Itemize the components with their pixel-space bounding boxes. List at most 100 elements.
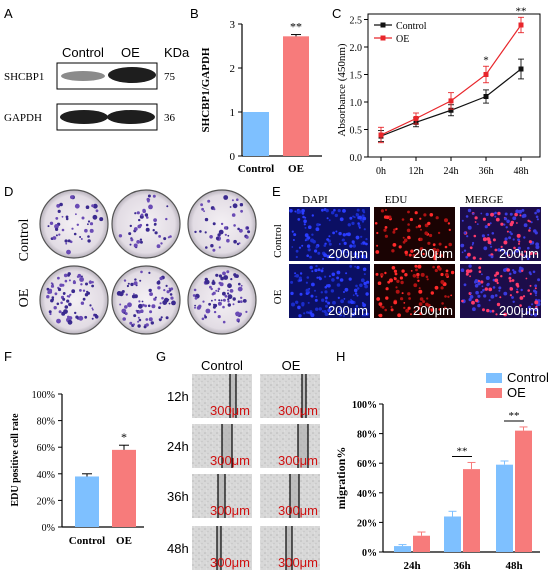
b-bar-oe [283,36,309,156]
scale-bar-label: 200μm [328,303,368,318]
cell-nucleus [404,250,409,255]
colony-dot [139,279,142,282]
colony-dot [201,317,205,321]
cell-nucleus [494,215,497,218]
cell-nucleus [384,308,388,312]
cell-nucleus [534,231,538,235]
colony-dot [145,223,149,227]
cell-nucleus [499,296,502,299]
colony-dot [212,222,216,226]
cell-nucleus [381,305,385,309]
blot-header-control: Control [62,45,104,60]
cell-nucleus [465,269,470,274]
colony-dot [89,222,94,226]
colony-dot [66,299,70,303]
cell-nucleus [410,270,413,272]
colony-dot [160,316,163,319]
colony-dot [59,283,63,287]
cell-nucleus [318,307,322,311]
wound-image [192,374,252,418]
colony-dot [140,309,144,314]
colony-dot [208,302,212,306]
cell-nucleus [410,249,414,253]
cell-nucleus [468,298,472,302]
colony-dot [139,240,143,244]
cell-nucleus [514,212,518,217]
cell-nucleus [332,300,336,305]
colony-dot [58,310,62,314]
cell-nucleus [480,280,484,284]
cell-nucleus [484,225,488,229]
cell-nucleus [500,245,503,248]
h-bar-control [394,546,411,552]
colony-dot [121,308,127,314]
cell-nucleus [510,220,514,225]
cell-nucleus [380,305,382,308]
panel-g-wound-healing: Control OE 12h 24h 36h 48h 300μm 300μm 300… [167,358,320,570]
cell-nucleus [290,280,294,284]
colony-dot [218,229,224,235]
h-legend-label-oe: OE [507,385,526,400]
colony-dot [137,320,140,323]
colony-dot [91,307,94,310]
cell-nucleus [361,302,364,304]
cell-nucleus [338,231,342,236]
cell-nucleus [465,272,469,276]
cell-nucleus [326,217,329,220]
colony-dot [93,313,97,316]
colony-dot [157,286,161,290]
cell-nucleus [309,255,312,259]
colony-dot [138,303,143,309]
colony-dot [218,299,221,302]
cell-nucleus [378,302,383,306]
colony-dot [82,297,86,301]
cell-nucleus [321,267,324,270]
colony-dot [70,195,74,200]
colony-dot [79,289,82,292]
cell-nucleus [297,210,302,214]
colony-dot [133,227,138,231]
colony-dot [237,320,240,323]
cell-nucleus [408,253,412,257]
cell-nucleus [465,255,469,259]
colony-dot [153,218,158,223]
cell-nucleus [486,283,490,287]
cell-nucleus [523,223,528,228]
cell-nucleus [352,244,356,248]
cell-nucleus [351,221,355,225]
cell-nucleus [406,228,411,233]
colony-dot [218,246,221,249]
cell-nucleus [295,274,300,278]
wound-row-label-48h: 48h [167,541,189,556]
cell-nucleus [340,249,345,254]
colony-dot [212,291,216,295]
colony-dot [215,236,220,240]
cell-nucleus [419,312,423,315]
cell-nucleus [450,294,453,297]
colony-dot [67,319,73,325]
cell-nucleus [316,223,320,227]
cell-nucleus [484,287,488,291]
colony-dot [200,203,204,207]
c-legend-marker-control [380,22,386,28]
colony-dot [48,310,52,314]
colony-dot [80,238,83,240]
cell-nucleus [354,265,356,268]
colony-dot [154,231,158,235]
blot-band-shcbp1-oe [108,67,156,83]
cell-nucleus [440,286,444,290]
cell-nucleus [422,252,425,256]
colony-dot [156,244,161,249]
cell-nucleus [417,306,421,310]
colony-dot [204,217,209,222]
cell-nucleus [429,233,433,238]
cell-nucleus [481,273,483,276]
cell-nucleus [314,289,316,292]
cell-nucleus [441,302,444,305]
scale-bar-label: 200μm [328,246,368,261]
cell-nucleus [361,314,365,317]
cell-nucleus [297,218,301,221]
cell-nucleus [422,300,426,304]
cell-nucleus [362,303,366,307]
cell-nucleus [432,247,436,252]
